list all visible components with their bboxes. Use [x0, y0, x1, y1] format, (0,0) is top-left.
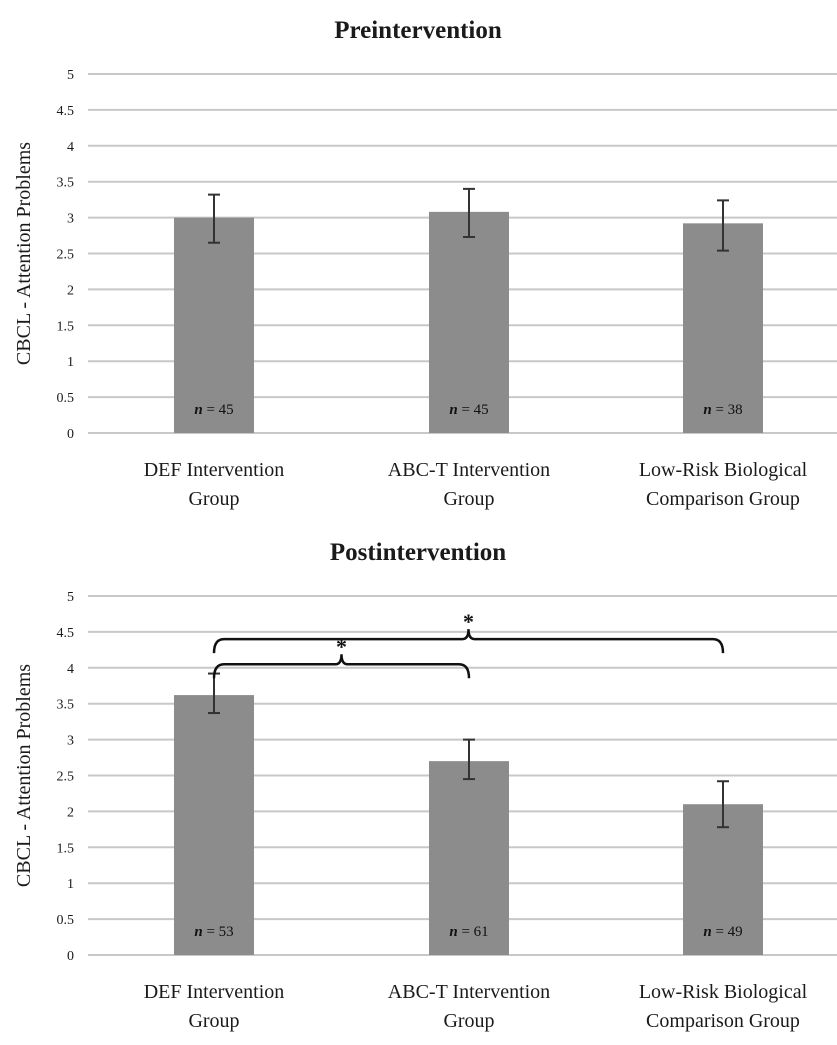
significance-bracket: [212, 629, 725, 654]
y-tick-label: 5: [67, 68, 74, 83]
y-tick-label: 4.5: [57, 626, 75, 641]
bar: [174, 695, 254, 955]
chart-panel-postintervention: Postintervention CBCL - Attention Problem…: [0, 522, 837, 1044]
n-label: n = 53: [194, 924, 233, 940]
bar: [429, 211, 509, 433]
y-tick-label: 3: [67, 212, 74, 227]
y-tick-label: 2.5: [57, 770, 75, 785]
y-tick-label: 1.5: [57, 841, 75, 856]
y-tick-label: 3.5: [57, 698, 75, 713]
y-axis-label: CBCL - Attention Problems: [13, 664, 35, 887]
y-tick-label: 0.5: [57, 391, 75, 406]
significance-bracket: [212, 654, 471, 679]
chart-title: Postintervention: [330, 539, 506, 566]
x-category-label: Low-Risk Biological Comparison Group: [639, 981, 808, 1032]
n-label: n = 38: [703, 402, 742, 418]
x-category-label: DEF Intervention Group: [144, 981, 285, 1032]
chart-panel-preintervention: Preintervention CBCL - Attention Problems…: [0, 0, 837, 522]
y-tick-label: 2: [67, 283, 74, 298]
y-tick-label: 4.5: [57, 104, 75, 119]
x-category-label: ABC-T Intervention Group: [388, 981, 550, 1032]
y-tick-label: 0: [67, 427, 74, 442]
chart-title: Preintervention: [334, 17, 502, 44]
x-category-label: Low-Risk Biological Comparison Group: [639, 459, 808, 510]
significance-marker: *: [336, 634, 347, 659]
y-tick-label: 2.5: [57, 248, 75, 263]
bar: [174, 217, 254, 433]
x-category-label: ABC-T Intervention Group: [388, 459, 550, 510]
n-label: n = 61: [449, 924, 488, 940]
y-tick-label: 4: [67, 140, 74, 155]
y-tick-label: 2: [67, 805, 74, 820]
y-tick-label: 5: [67, 590, 74, 605]
y-tick-label: 1: [67, 355, 74, 370]
bar: [683, 804, 763, 955]
y-tick-label: 0: [67, 949, 74, 964]
significance-marker: *: [463, 609, 474, 634]
y-tick-label: 0.5: [57, 913, 75, 928]
y-tick-label: 3.5: [57, 176, 75, 191]
bar: [429, 761, 509, 955]
y-axis-label: CBCL - Attention Problems: [13, 142, 35, 365]
n-label: n = 49: [703, 924, 742, 940]
chart-svg: Postintervention CBCL - Attention Problem…: [13, 539, 837, 1032]
y-tick-label: 3: [67, 734, 74, 749]
y-tick-label: 1.5: [57, 319, 75, 334]
bar: [683, 223, 763, 433]
y-tick-label: 1: [67, 877, 74, 892]
chart-svg: Preintervention CBCL - Attention Problems…: [13, 17, 837, 510]
n-label: n = 45: [194, 402, 233, 418]
y-tick-label: 4: [67, 662, 74, 677]
n-label: n = 45: [449, 402, 488, 418]
x-category-label: DEF Intervention Group: [144, 459, 285, 510]
